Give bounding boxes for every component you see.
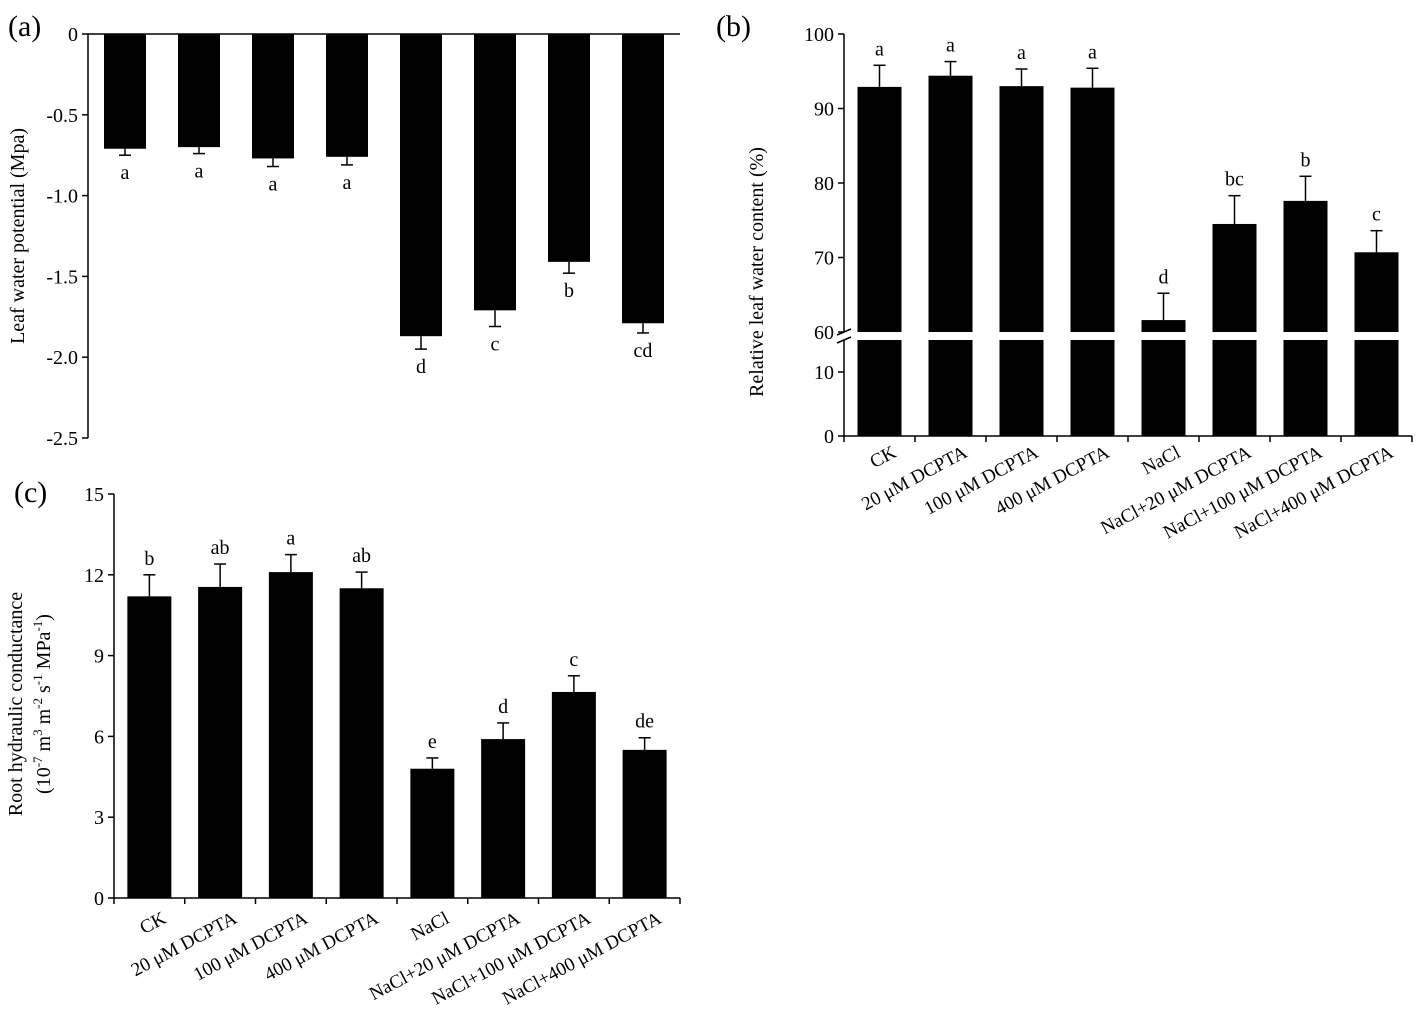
- panel-b-bar: [999, 86, 1044, 333]
- panel-b-y-tick-label: 90: [814, 99, 834, 121]
- panel-a-y-axis: 0 -0.5 -1.0 -1.5 -2.0 -2.5: [46, 24, 680, 450]
- panel-b-x-tick-label: NaCl: [1139, 442, 1184, 479]
- panel-b-significance-letter: a: [875, 38, 884, 60]
- panel-b-bar-lower: [999, 340, 1044, 436]
- panel-b-bar-lower: [857, 340, 902, 436]
- panel-b-bar: [1212, 223, 1257, 332]
- panel-b-bar-lower: [1070, 340, 1115, 436]
- panel-a-label: (a): [8, 10, 41, 43]
- panel-c-bar: [410, 768, 455, 898]
- panel-c-significance-letter: ab: [211, 537, 230, 559]
- panel-c-y-tick-label: 9: [94, 646, 104, 668]
- panel-b-bar-lower: [928, 340, 973, 436]
- panel-a: (a) 0 -0.5 -1.0 -1.5 -2.0 -2.5 a a a a d c b cd Leaf…: [7, 10, 680, 450]
- panel-a-significance-letter: d: [416, 356, 426, 378]
- panel-a-bar: [622, 34, 664, 324]
- panel-c-significance-letter: e: [428, 731, 437, 753]
- panel-a-significance-letter: a: [121, 162, 130, 184]
- panel-b-significance-letter: b: [1301, 149, 1311, 171]
- panel-c-significance-letter: c: [569, 649, 578, 671]
- panel-a-ylabel: Leaf water potential (Mpa): [7, 128, 29, 344]
- panel-b-significance-letter: a: [1088, 41, 1097, 63]
- panel-a-bar: [178, 34, 220, 148]
- panel-c-y-tick-label: 6: [94, 726, 104, 748]
- panel-c-y-tick-label: 0: [94, 888, 104, 910]
- panel-b-y-tick-label: 100: [804, 24, 834, 46]
- panel-c-x-tick-label: NaCl: [407, 908, 452, 945]
- panel-a-y-tick-label: -0.5: [46, 105, 78, 127]
- panel-a-bar: [474, 34, 516, 311]
- panel-b-significance-letter: a: [946, 35, 955, 57]
- panel-a-significance-letter: a: [269, 174, 278, 196]
- panel-c-bar: [268, 572, 313, 898]
- panel-a-bar: [548, 34, 590, 262]
- panel-b-bar-lower: [1354, 340, 1399, 436]
- panel-c-bar: [481, 739, 526, 898]
- panel-c-bars: b ab a ab e d c de: [127, 528, 667, 898]
- panel-b-significance-letter: d: [1159, 266, 1169, 288]
- panel-b-ylabel: Relative leaf water content (%): [746, 147, 768, 397]
- panel-b-bar: [1283, 200, 1328, 332]
- panel-c-bar: [551, 691, 596, 898]
- panel-b-y-tick-label: 70: [814, 248, 834, 270]
- panel-b-bar: [1354, 252, 1399, 332]
- panel-a-bar: [400, 34, 442, 337]
- panel-c-significance-letter: ab: [352, 545, 371, 567]
- panel-a-y-tick-label: 0: [68, 24, 78, 46]
- panel-c-significance-letter: de: [635, 711, 654, 733]
- panel-b-bar: [1070, 87, 1115, 332]
- panel-b-bar-lower: [1212, 340, 1257, 436]
- panel-b-bar: [1141, 320, 1186, 332]
- panel-c-significance-letter: a: [286, 528, 295, 550]
- panel-c-y-tick-label: 3: [94, 807, 104, 829]
- panel-c-ylabel-line1: Root hydraulic conductance: [5, 592, 27, 816]
- panel-b-significance-letter: c: [1372, 204, 1381, 226]
- panel-c-ylabel-line2: (10-7 m3 m-2 s-1 MPa-1): [30, 614, 55, 794]
- panel-b-x-tick-label: CK: [867, 442, 900, 473]
- panel-c-y-tick-label: 15: [84, 484, 104, 506]
- panel-b-significance-letter: a: [1017, 42, 1026, 64]
- panel-a-bar: [326, 34, 368, 157]
- panel-c-significance-letter: d: [498, 696, 508, 718]
- panel-c-label: (c): [14, 476, 47, 509]
- panel-b-label: (b): [716, 10, 751, 43]
- panel-b-y-tick-label: 60: [814, 322, 834, 344]
- panel-b-significance-letter: bc: [1225, 169, 1244, 191]
- panel-a-significance-letter: a: [195, 161, 204, 183]
- panel-b-y-tick-label: 80: [814, 173, 834, 195]
- panel-b-bar-lower: [1141, 340, 1186, 436]
- panel-c-y-tick-label: 12: [84, 565, 104, 587]
- panel-a-y-tick-label: -1.0: [46, 186, 78, 208]
- panel-c-significance-letter: b: [144, 548, 154, 570]
- panel-a-significance-letter: cd: [634, 340, 653, 362]
- panel-c-bar: [127, 596, 172, 898]
- panel-c-bar: [339, 588, 384, 898]
- panel-a-bar: [252, 34, 294, 159]
- panel-b-y-tick-label: 0: [824, 426, 834, 448]
- panel-c-bar: [198, 586, 243, 898]
- panel-a-y-tick-label: -2.5: [46, 428, 78, 450]
- panel-a-significance-letter: b: [564, 280, 574, 302]
- panel-a-bar: [104, 34, 146, 149]
- panel-c-bar: [622, 749, 667, 898]
- panel-b-bar-lower: [1283, 340, 1328, 436]
- panel-a-significance-letter: a: [343, 172, 352, 194]
- panel-b-y-tick-label: 10: [814, 362, 834, 384]
- panel-b-bar: [857, 86, 902, 333]
- panel-b-bar: [928, 75, 973, 332]
- panel-a-y-tick-label: -2.0: [46, 347, 78, 369]
- panel-a-y-tick-label: -1.5: [46, 266, 78, 288]
- panel-a-significance-letter: c: [491, 333, 500, 355]
- panel-a-bars: a a a a d c b cd: [104, 34, 664, 378]
- panel-b-break-mark: [836, 336, 852, 344]
- panel-c-x-tick-label: CK: [137, 908, 170, 939]
